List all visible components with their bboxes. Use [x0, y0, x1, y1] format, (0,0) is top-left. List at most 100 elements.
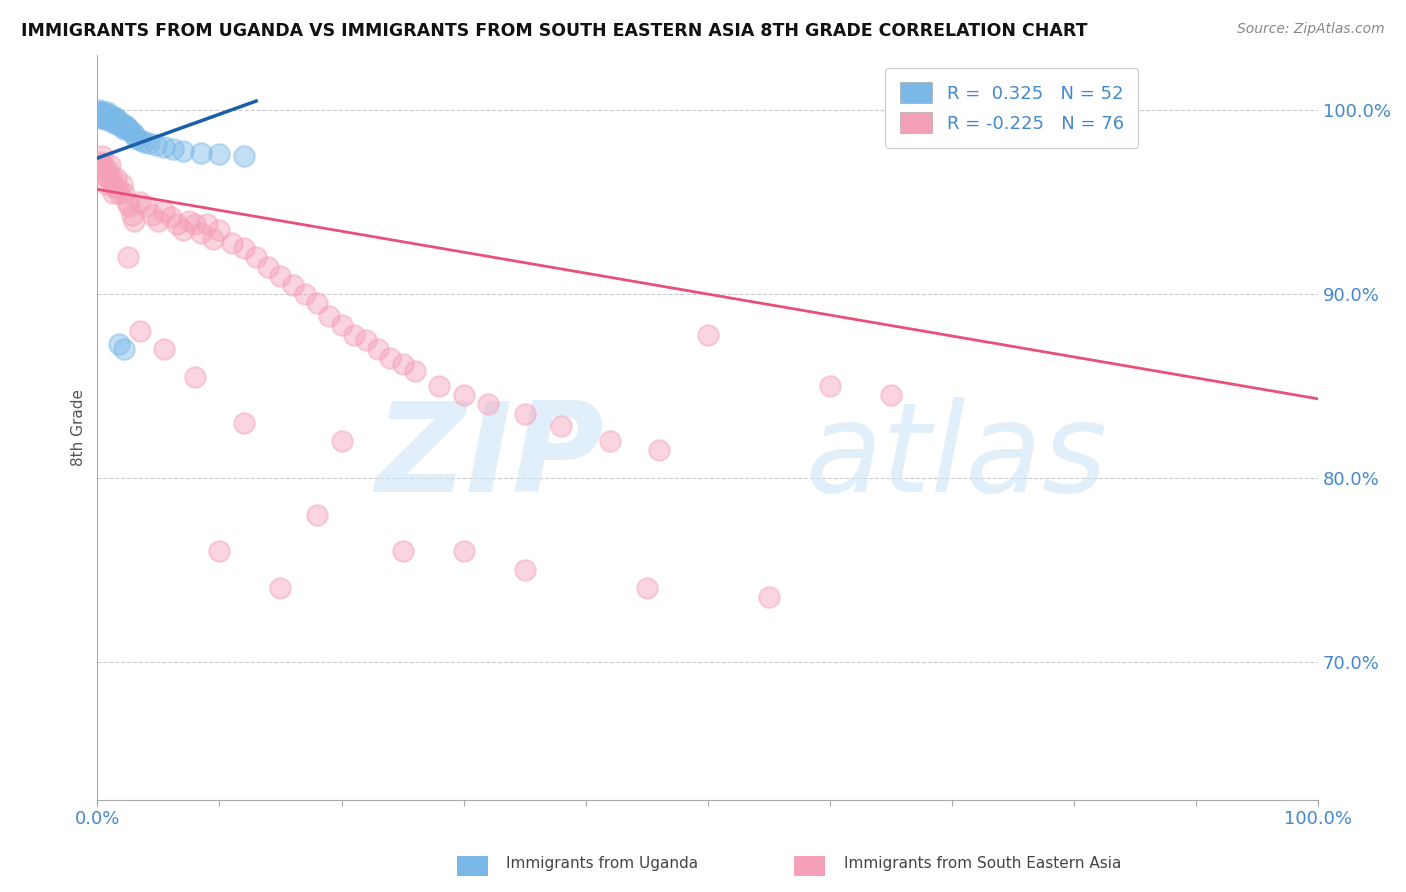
Point: [184, 217, 207, 231]
Point: [818, 379, 841, 393]
Point: [125, 131, 148, 145]
Point: [104, 111, 127, 125]
Point: [112, 186, 135, 200]
Point: [257, 260, 280, 274]
Point: [135, 199, 157, 213]
Point: [880, 388, 903, 402]
Point: [89, 162, 111, 177]
Point: [696, 327, 718, 342]
Point: [208, 147, 231, 161]
Point: [190, 227, 212, 241]
Point: [391, 357, 413, 371]
Point: [97, 171, 120, 186]
Point: [93, 111, 115, 125]
Point: [453, 544, 475, 558]
Point: [111, 118, 134, 132]
Text: IMMIGRANTS FROM UGANDA VS IMMIGRANTS FROM SOUTH EASTERN ASIA 8TH GRADE CORRELATI: IMMIGRANTS FROM UGANDA VS IMMIGRANTS FRO…: [21, 22, 1088, 40]
Point: [101, 177, 124, 191]
Point: [318, 309, 340, 323]
Point: [221, 235, 243, 250]
Point: [112, 121, 135, 136]
Point: [105, 180, 128, 194]
Point: [108, 118, 131, 132]
Point: [87, 103, 110, 118]
Point: [354, 333, 377, 347]
Point: [94, 109, 117, 123]
Point: [202, 232, 225, 246]
Point: [98, 112, 121, 127]
Point: [112, 342, 135, 356]
Point: [91, 149, 114, 163]
Point: [232, 149, 254, 163]
Point: [172, 144, 194, 158]
Point: [195, 217, 218, 231]
Point: [115, 195, 138, 210]
Point: [513, 563, 536, 577]
Point: [153, 140, 176, 154]
Point: [172, 223, 194, 237]
Point: [122, 213, 145, 227]
Point: [307, 508, 329, 522]
Point: [129, 324, 152, 338]
Point: [330, 434, 353, 449]
Point: [98, 111, 121, 125]
Point: [93, 112, 115, 127]
Point: [108, 186, 131, 200]
Point: [105, 114, 128, 128]
Point: [190, 145, 212, 160]
Text: ZIP: ZIP: [375, 397, 605, 517]
Point: [648, 443, 671, 458]
Point: [599, 434, 621, 449]
Text: atlas: atlas: [806, 397, 1108, 517]
Point: [93, 158, 115, 172]
Point: [281, 277, 304, 292]
Point: [166, 217, 188, 231]
Point: [380, 351, 402, 366]
Point: [96, 105, 118, 120]
Point: [101, 109, 124, 123]
Point: [118, 199, 141, 213]
Point: [101, 111, 124, 125]
Point: [513, 407, 536, 421]
Point: [103, 180, 125, 194]
Point: [110, 116, 132, 130]
Point: [117, 250, 139, 264]
Point: [89, 107, 111, 121]
Point: [232, 416, 254, 430]
Point: [103, 116, 125, 130]
Point: [367, 342, 389, 356]
Point: [269, 268, 291, 283]
Point: [105, 112, 128, 127]
Legend: R =  0.325   N = 52, R = -0.225   N = 76: R = 0.325 N = 52, R = -0.225 N = 76: [886, 68, 1139, 147]
Point: [90, 154, 112, 169]
Point: [93, 168, 115, 182]
Point: [93, 107, 115, 121]
Point: [91, 107, 114, 121]
Point: [427, 379, 450, 393]
Point: [330, 318, 353, 333]
Point: [115, 120, 138, 134]
Point: [245, 250, 267, 264]
Point: [121, 208, 143, 222]
Point: [103, 186, 125, 200]
Y-axis label: 8th Grade: 8th Grade: [72, 389, 86, 466]
Point: [104, 171, 127, 186]
Point: [404, 364, 426, 378]
Point: [97, 109, 120, 123]
Point: [94, 111, 117, 125]
Point: [145, 138, 167, 153]
Point: [129, 195, 152, 210]
Point: [294, 287, 316, 301]
Point: [141, 208, 163, 222]
Point: [108, 336, 131, 351]
Point: [90, 109, 112, 123]
Point: [153, 204, 176, 219]
Point: [636, 581, 658, 595]
Point: [391, 544, 413, 558]
Point: [550, 419, 572, 434]
Point: [111, 177, 134, 191]
Point: [477, 397, 499, 411]
Point: [121, 125, 143, 139]
Point: [90, 111, 112, 125]
Point: [89, 105, 111, 120]
